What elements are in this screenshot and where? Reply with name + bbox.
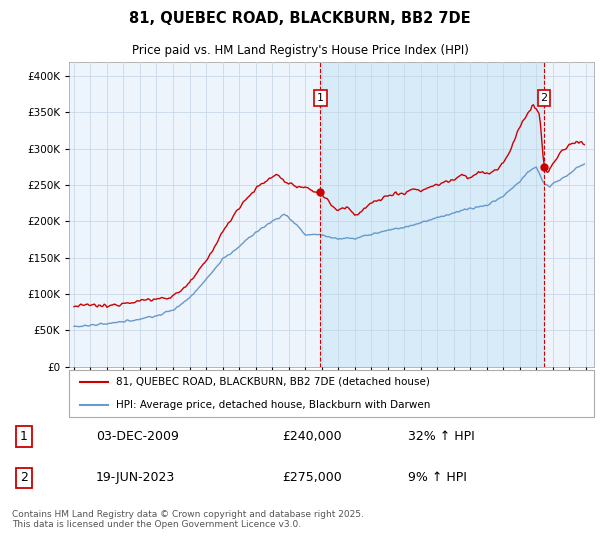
Text: Price paid vs. HM Land Registry's House Price Index (HPI): Price paid vs. HM Land Registry's House … bbox=[131, 44, 469, 57]
Text: 19-JUN-2023: 19-JUN-2023 bbox=[96, 472, 175, 484]
Text: 32% ↑ HPI: 32% ↑ HPI bbox=[408, 430, 475, 443]
FancyBboxPatch shape bbox=[69, 370, 594, 417]
Text: 81, QUEBEC ROAD, BLACKBURN, BB2 7DE (detached house): 81, QUEBEC ROAD, BLACKBURN, BB2 7DE (det… bbox=[116, 377, 430, 387]
Text: 81, QUEBEC ROAD, BLACKBURN, BB2 7DE: 81, QUEBEC ROAD, BLACKBURN, BB2 7DE bbox=[129, 11, 471, 26]
Bar bbox=[320, 62, 544, 367]
Text: £240,000: £240,000 bbox=[282, 430, 341, 443]
Text: 1: 1 bbox=[317, 93, 324, 103]
Text: 2: 2 bbox=[541, 93, 548, 103]
Text: 9% ↑ HPI: 9% ↑ HPI bbox=[408, 472, 467, 484]
Text: HPI: Average price, detached house, Blackburn with Darwen: HPI: Average price, detached house, Blac… bbox=[116, 400, 431, 410]
Text: 03-DEC-2009: 03-DEC-2009 bbox=[96, 430, 179, 443]
Text: 2: 2 bbox=[20, 472, 28, 484]
Text: 1: 1 bbox=[20, 430, 28, 443]
Text: £275,000: £275,000 bbox=[282, 472, 342, 484]
Text: Contains HM Land Registry data © Crown copyright and database right 2025.
This d: Contains HM Land Registry data © Crown c… bbox=[12, 510, 364, 529]
